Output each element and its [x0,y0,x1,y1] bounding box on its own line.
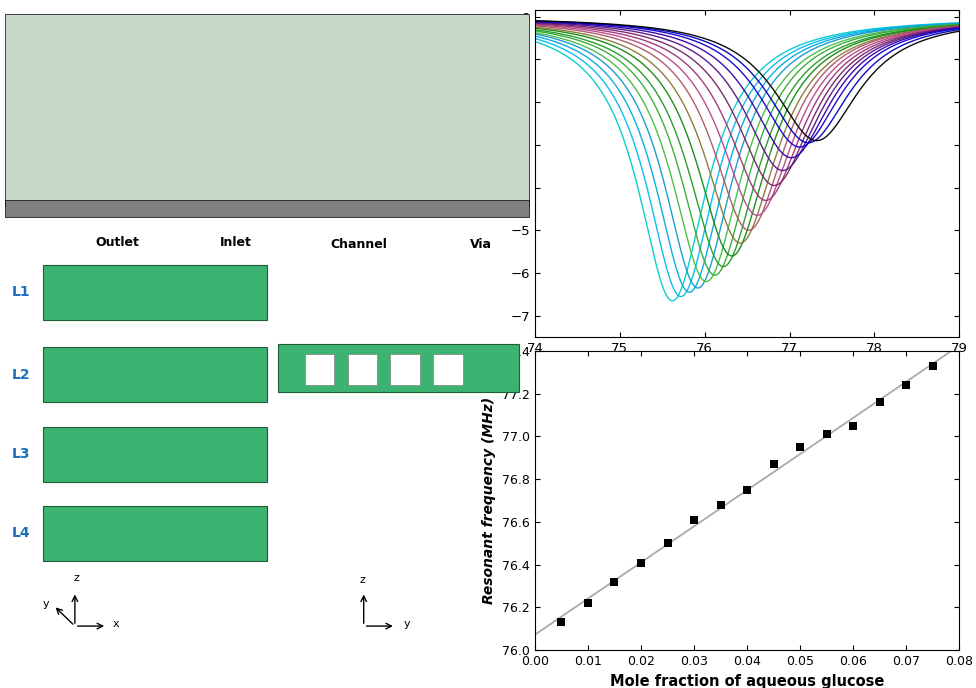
Text: Via: Via [470,238,492,251]
Point [580,598,595,609]
Point [766,459,782,470]
Text: Channel: Channel [330,238,386,251]
Text: x: x [112,619,119,630]
Bar [390,354,420,385]
Point [633,557,649,568]
Point [607,577,623,588]
FancyBboxPatch shape [5,14,530,206]
Point [712,499,728,510]
Text: z: z [74,573,80,583]
Text: L2: L2 [12,368,30,382]
X-axis label: Mole fraction of aqueous glucose: Mole fraction of aqueous glucose [610,674,884,688]
Point [740,484,755,495]
Text: Outlet: Outlet [96,236,140,249]
FancyBboxPatch shape [43,427,267,482]
Point [925,361,941,372]
Bar [347,354,377,385]
Y-axis label: Resonant frequency (MHz): Resonant frequency (MHz) [482,397,497,604]
Text: L1: L1 [12,286,30,299]
Text: L4: L4 [12,526,30,540]
Bar [433,354,463,385]
Y-axis label: S11 (dB): S11 (dB) [490,141,505,206]
Bar [305,354,334,385]
FancyBboxPatch shape [43,347,267,402]
X-axis label: $f$ (MHz): $f$ (MHz) [719,361,775,378]
FancyBboxPatch shape [43,265,267,320]
FancyBboxPatch shape [278,344,519,392]
Point [793,442,808,453]
Text: y: y [404,619,411,630]
FancyBboxPatch shape [43,506,267,561]
Point [686,514,702,525]
Point [660,538,675,549]
Point [819,429,834,440]
Text: y: y [43,599,50,609]
Text: z: z [359,575,365,585]
Text: Inlet: Inlet [220,236,251,249]
Point [899,380,915,391]
Point [845,420,861,431]
Point [872,397,887,408]
Bar [5,200,530,217]
Point [553,617,569,628]
Text: L3: L3 [12,447,30,461]
